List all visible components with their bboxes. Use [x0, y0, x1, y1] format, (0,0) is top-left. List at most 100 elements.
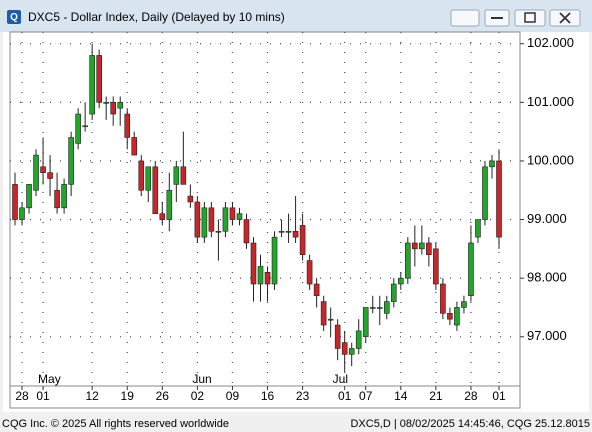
app-icon-glyph: Q — [10, 12, 18, 23]
candle-body — [145, 166, 152, 191]
x-tick-label: 07 — [359, 389, 373, 403]
month-label: Jul — [333, 372, 348, 386]
candle-body — [117, 102, 124, 109]
candle-body — [215, 230, 222, 233]
candle-body — [348, 348, 355, 355]
candle-body — [194, 201, 201, 238]
x-tick-label: 23 — [296, 389, 310, 403]
candle-body — [440, 283, 446, 314]
footer-right: DXC5,D | 08/02/2025 14:45:46, CQG 25.12.… — [350, 418, 590, 430]
candle-body — [306, 260, 313, 285]
candle-body — [433, 248, 439, 285]
candle-body — [243, 219, 250, 244]
window-title: DXC5 - Dollar Index, Daily (Delayed by 1… — [28, 10, 285, 24]
candle-body — [180, 166, 187, 185]
candle-body — [271, 236, 278, 285]
candle-body — [47, 172, 53, 179]
candle-body — [187, 195, 194, 203]
candle-body — [313, 283, 320, 297]
x-tick-label: 28 — [464, 389, 478, 403]
candle-body — [461, 301, 467, 308]
candle-body — [96, 55, 102, 103]
y-tick-label: 100.000 — [527, 152, 574, 167]
candle-body — [405, 242, 411, 279]
candle-body — [166, 189, 173, 220]
candle-body — [222, 207, 229, 232]
candle-body — [208, 207, 215, 232]
x-tick-label: 01 — [338, 389, 352, 403]
candle-body — [390, 283, 397, 302]
y-tick-label: 99.000 — [527, 211, 567, 226]
candle-body — [138, 160, 145, 191]
candle-body — [159, 213, 166, 220]
candle-body — [82, 125, 88, 128]
candle-body — [376, 307, 383, 309]
candle-body — [496, 160, 502, 238]
candle-body — [257, 266, 264, 285]
candle-body — [152, 166, 159, 214]
candle-body — [19, 207, 25, 220]
candle-body — [89, 55, 95, 115]
candle-body — [103, 102, 109, 104]
plot-area — [9, 31, 521, 387]
y-tick-label: 98.000 — [527, 270, 567, 285]
candle-body — [369, 307, 376, 309]
candle-body — [362, 307, 369, 338]
close-glyph — [559, 12, 571, 24]
month-label: May — [38, 372, 61, 386]
candle-body — [454, 307, 460, 326]
candle-body — [173, 166, 180, 185]
candle-body — [75, 113, 81, 144]
candle-body — [264, 271, 271, 285]
candle-body — [236, 213, 243, 220]
month-label: Jun — [192, 372, 211, 386]
x-tick-label: 21 — [429, 389, 443, 403]
candle-body — [412, 242, 418, 250]
candle-body — [110, 102, 117, 115]
candle-body — [61, 184, 67, 209]
x-tick-label: 14 — [394, 389, 408, 403]
candle-body — [327, 318, 334, 321]
candle-body — [334, 324, 341, 349]
x-tick-label: 26 — [156, 389, 170, 403]
app-icon — [7, 10, 21, 24]
maximize-button[interactable] — [514, 9, 546, 27]
candle-body — [397, 277, 404, 285]
candle-body — [229, 207, 236, 220]
x-axis-area — [9, 385, 521, 409]
candle-body — [426, 242, 432, 256]
candle-body — [12, 184, 18, 220]
candle-body — [447, 313, 453, 320]
x-tick-label: 12 — [85, 389, 99, 403]
candle-body — [489, 160, 495, 168]
candle-body — [278, 230, 285, 233]
candle-body — [68, 137, 74, 185]
link-button[interactable] — [450, 9, 480, 27]
footer-left: CQG Inc. © 2025 All rights reserved worl… — [2, 418, 229, 430]
y-tick-label: 97.000 — [527, 328, 567, 343]
candle-body — [33, 154, 39, 191]
x-tick-label: 09 — [226, 389, 240, 403]
x-tick-label: 02 — [191, 389, 205, 403]
candle-body — [54, 189, 60, 209]
candle-body — [250, 242, 257, 285]
candle-body — [40, 166, 46, 173]
candle-body — [341, 342, 348, 355]
candle-body — [299, 225, 306, 256]
maximize-glyph — [524, 12, 536, 23]
candle-body — [419, 242, 425, 250]
candle-body — [285, 230, 292, 233]
candle-body — [201, 207, 208, 238]
candle-body — [26, 184, 32, 209]
candle-body — [124, 113, 131, 138]
y-tick-label: 101.000 — [527, 94, 574, 109]
candle-body — [355, 330, 362, 349]
candle-body — [468, 242, 474, 297]
candle-body — [482, 166, 488, 220]
candle-body — [383, 301, 390, 314]
x-tick-label: 28 — [15, 389, 29, 403]
candle-body — [292, 230, 299, 238]
candle-body — [131, 137, 138, 156]
x-tick-label: 01 — [492, 389, 506, 403]
